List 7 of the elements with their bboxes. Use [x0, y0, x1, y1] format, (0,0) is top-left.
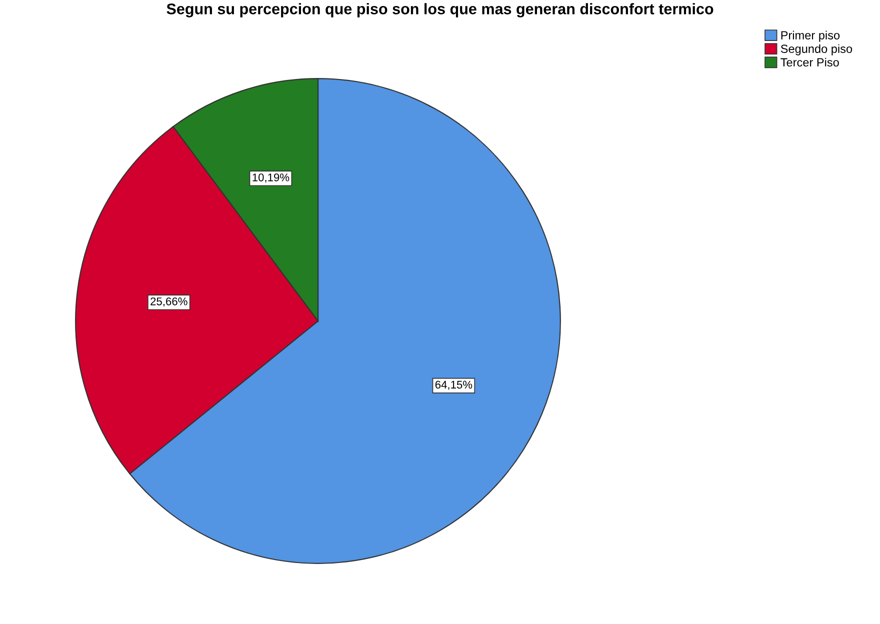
- legend-label: Primer piso: [781, 30, 840, 42]
- data-label: 10,19%: [252, 173, 290, 183]
- data-label: 25,66%: [150, 297, 188, 307]
- data-label: 64,15%: [435, 380, 472, 390]
- legend-label: Tercer Piso: [780, 58, 839, 67]
- legend-label: Segundo piso: [780, 44, 852, 56]
- chart-title: Segun su percepcion que piso son los que mas generan disconfort termico: [166, 3, 714, 18]
